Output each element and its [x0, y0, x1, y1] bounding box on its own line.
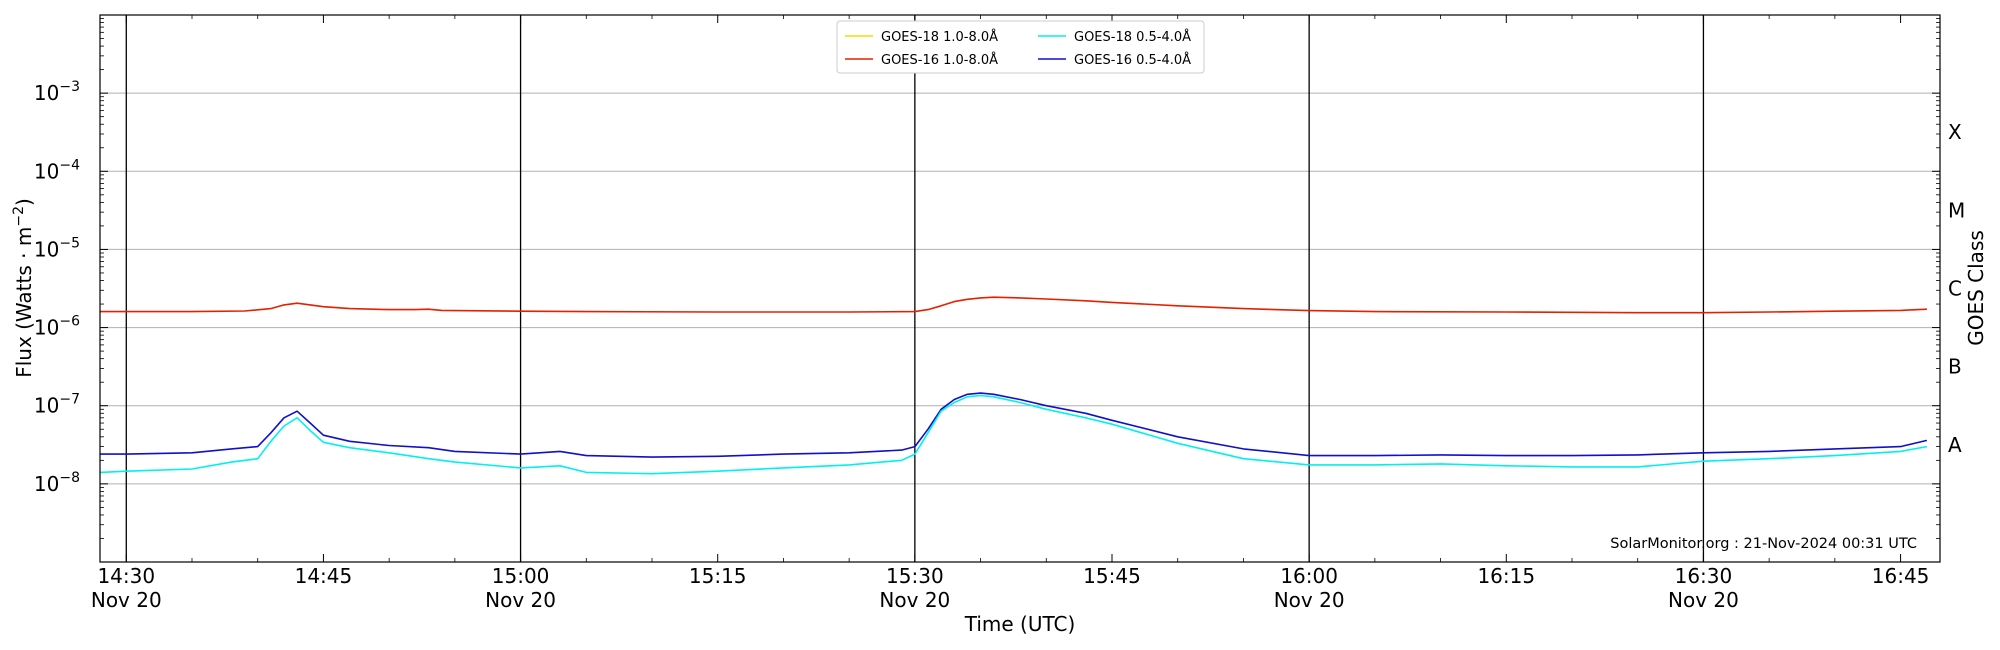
y-tick-base: 10 [34, 316, 59, 340]
x-tick-date-label: Nov 20 [1274, 588, 1345, 612]
y-tick-label: 10−4 [34, 157, 80, 183]
y-tick-label: 10−3 [34, 79, 80, 105]
y-tick-exponent: −6 [59, 314, 80, 330]
y-tick-exponent: −8 [59, 470, 80, 486]
x-tick-label: 16:30 [1675, 564, 1733, 588]
x-tick-label: 15:45 [1083, 564, 1141, 588]
series-line-goes-18-0-5-4-0- [99, 394, 1928, 475]
legend-label-goes16-long: GOES-16 1.0-8.0Å [881, 52, 998, 68]
y-tick-exponent: −4 [59, 157, 80, 173]
x-tick-label: 15:00 [492, 564, 550, 588]
x-tick-label: 15:15 [689, 564, 747, 588]
y-tick-exponent: −7 [59, 392, 80, 408]
x-tick-label: 15:30 [886, 564, 944, 588]
legend-label-goes18-long: GOES-18 1.0-8.0Å [881, 29, 998, 45]
x-tick-date-label: Nov 20 [91, 588, 162, 612]
y-tick-base: 10 [34, 237, 59, 261]
y-axis-label-close: ) [12, 198, 36, 206]
goes-class-c: C [1948, 277, 1962, 301]
y-tick-base: 10 [34, 394, 59, 418]
x-tick-date-label: Nov 20 [879, 588, 950, 612]
series-line-goes-16-1-0-8-0- [100, 296, 1927, 314]
x-tick-label: 14:45 [295, 564, 353, 588]
legend-label-goes18-short: GOES-18 0.5-4.0Å [1074, 29, 1191, 45]
goes-class-x: X [1948, 120, 1962, 144]
plot-frame [99, 14, 1941, 563]
y-axis-label: Flux (Watts · m−2) [11, 198, 36, 378]
y-tick-base: 10 [34, 159, 59, 183]
legend-label-goes16-short: GOES-16 0.5-4.0Å [1074, 52, 1191, 68]
y-tick-base: 10 [34, 472, 59, 496]
time-vertical-lines [125, 15, 1705, 562]
x-tick-label: 16:00 [1280, 564, 1338, 588]
x-tick-label: 16:45 [1872, 564, 1930, 588]
goes-class-b: B [1948, 355, 1962, 379]
y-tick-label: 10−7 [34, 392, 80, 418]
y-axis-ticks: 10−810−710−610−510−410−3 [34, 18, 1940, 539]
y-axis-label-exponent: −2 [11, 206, 27, 227]
right-axis-label: GOES Class [1964, 230, 1988, 346]
legend-frame [836, 20, 1205, 74]
x-tick-date-label: Nov 20 [485, 588, 556, 612]
x-tick-label: 16:15 [1477, 564, 1535, 588]
x-tick-label: 14:30 [97, 564, 155, 588]
y-tick-base: 10 [34, 81, 59, 105]
y-tick-exponent: −3 [59, 79, 80, 95]
series-line-goes-16-0-5-4-0- [100, 392, 1928, 458]
grid-lines [100, 92, 1940, 485]
goes-class-labels: A B C M X [1948, 120, 1965, 457]
legend: GOES-18 1.0-8.0Å GOES-16 1.0-8.0Å GOES-1… [836, 20, 1205, 74]
goes-class-m: M [1948, 198, 1965, 222]
y-tick-exponent: −5 [59, 235, 80, 251]
goes-class-a: A [1948, 433, 1962, 457]
y-tick-label: 10−8 [34, 470, 80, 496]
x-tick-date-label: Nov 20 [1668, 588, 1739, 612]
series-lines [99, 296, 1928, 475]
watermark: SolarMonitor.org : 21-Nov-2024 00:31 UTC [1610, 536, 1917, 552]
x-axis-label: Time (UTC) [964, 612, 1076, 636]
y-tick-label: 10−6 [34, 314, 80, 340]
y-axis-label-main: Flux (Watts · m [12, 227, 36, 378]
y-tick-label: 10−5 [34, 235, 80, 261]
